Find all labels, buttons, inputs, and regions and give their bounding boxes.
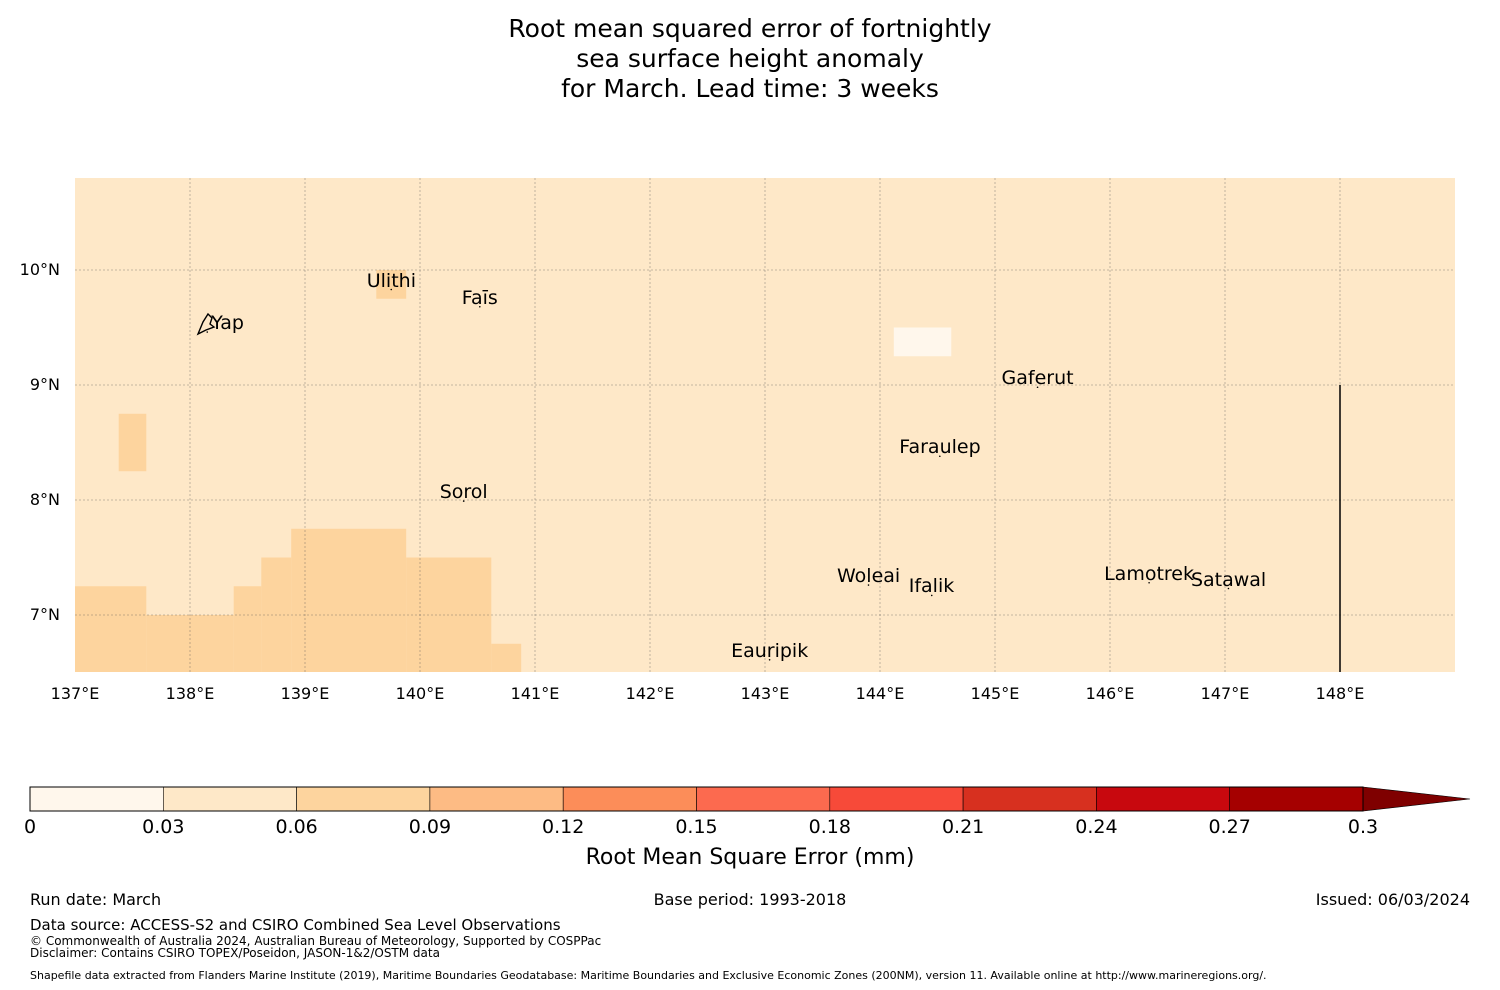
rmse-cell (406, 557, 492, 672)
latitude-label: 9°N (29, 375, 60, 394)
place-label: Faīs (461, 286, 498, 309)
island-dot (1227, 587, 1230, 590)
data-source: Data source: ACCESS-S2 and CSIRO Combine… (30, 916, 561, 934)
latitude-label: 7°N (29, 605, 60, 624)
place-label: Gaferut (1001, 367, 1074, 390)
place-label: Lamotrek (1104, 562, 1194, 585)
colorbar-segment (163, 786, 297, 812)
latitude-label: 8°N (29, 490, 60, 509)
longitude-label: 144°E (855, 684, 905, 703)
longitude-label: 141°E (510, 684, 560, 703)
island-dot (390, 288, 393, 291)
colorbar-tick-label: 0.18 (808, 816, 851, 838)
colorbar-frame (29, 786, 1364, 812)
longitude-label: 137°E (50, 684, 100, 703)
title-line-3: for March. Lead time: 3 weeks (561, 74, 939, 103)
colorbar-tick-label: 0.12 (542, 816, 585, 838)
longitude-label: 146°E (1085, 684, 1135, 703)
chart-title: Root mean squared error of fortnightly s… (0, 14, 1500, 104)
title-line-2: sea surface height anomaly (576, 44, 924, 73)
rmse-cell (893, 327, 952, 357)
rmse-cell (118, 413, 147, 472)
rmse-cell (75, 586, 147, 672)
copyright: © Commonwealth of Australia 2024, Austra… (30, 934, 602, 948)
colorbar-tick-label: 0.21 (941, 816, 985, 838)
longitude-label: 147°E (1200, 684, 1250, 703)
rmse-cell (376, 270, 407, 299)
island-dot (930, 594, 933, 597)
colorbar-segment (1096, 786, 1231, 812)
colorbar-tick-label: 0.27 (1208, 816, 1251, 838)
longitude-label: 139°E (280, 684, 330, 703)
shapefile-credit: Shapefile data extracted from Flanders M… (30, 969, 1267, 982)
colorbar-segment (1229, 786, 1364, 812)
colorbar-segment (962, 786, 1097, 812)
title-line-1: Root mean squared error of fortnightly (508, 14, 992, 43)
colorbar-tick-label: 0 (23, 816, 37, 838)
colorbar-tick-label: 0.24 (1075, 816, 1118, 838)
longitude-label: 143°E (740, 684, 790, 703)
colorbar-segment (562, 786, 697, 812)
rmse-cell (146, 615, 234, 672)
base-period: Base period: 1993-2018 (653, 890, 847, 909)
island-dot (462, 500, 465, 502)
colorbar-tick-label: 0.03 (142, 816, 185, 838)
place-label: Satawal (1190, 568, 1267, 591)
place-label: Ulithi (366, 269, 416, 292)
island-dot (768, 659, 771, 661)
place-label: Woleai (837, 565, 901, 588)
island-dot (206, 331, 209, 333)
longitude-label: 142°E (625, 684, 675, 703)
rmse-cell (261, 557, 292, 672)
longitude-label: 145°E (970, 684, 1020, 703)
colorbar-tick-label: 0.15 (675, 816, 718, 838)
colorbar-tick-label: 0.09 (408, 816, 452, 838)
island-dot (1148, 581, 1150, 584)
disclaimer: Disclaimer: Contains CSIRO TOPEX/Poseido… (30, 946, 440, 960)
colorbar-label: Root Mean Square Error (mm) (585, 845, 915, 870)
rmse-cell (291, 528, 407, 672)
yap-island-outline (196, 312, 216, 336)
colorbar-extend-arrow (1362, 786, 1471, 812)
colorbar-segment (29, 786, 164, 812)
longitude-label: 140°E (395, 684, 445, 703)
island-dot (1036, 386, 1039, 389)
colorbar-segment (296, 786, 431, 812)
colorbar-tick-label: 0.06 (275, 816, 318, 838)
colorbar-segment (696, 786, 831, 812)
rmse-cell (233, 586, 262, 672)
island-dot (479, 305, 481, 308)
colorbar-tick-label: 0.3 (1347, 816, 1379, 838)
issued-date: Issued: 06/03/2024 (1315, 890, 1470, 909)
longitude-label: 148°E (1315, 684, 1365, 703)
place-label: Ifalik (908, 575, 955, 598)
rmse-cell (491, 643, 522, 672)
place-label: Faraulep (899, 436, 981, 459)
place-label: Eauripik (731, 639, 809, 662)
colorbar-segment (829, 786, 964, 812)
place-label: Yap (211, 312, 244, 335)
run-date: Run date: March (30, 890, 162, 909)
island-dot (867, 584, 870, 586)
island-dot (939, 455, 941, 458)
colorbar-segment (429, 786, 564, 812)
place-label: Sorol (439, 481, 488, 504)
latitude-label: 10°N (19, 260, 60, 279)
longitude-label: 138°E (165, 684, 215, 703)
